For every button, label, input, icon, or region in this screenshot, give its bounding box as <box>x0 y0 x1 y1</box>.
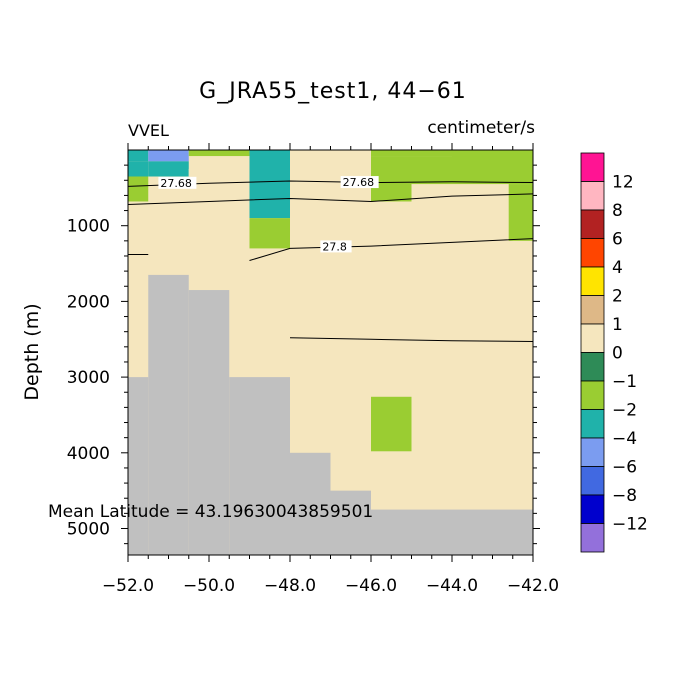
data-cell <box>508 184 533 241</box>
data-cell <box>128 176 149 202</box>
data-cell <box>249 150 290 219</box>
x-tick-label: −42.0 <box>507 576 559 596</box>
data-cell <box>188 150 250 157</box>
land-mask <box>128 377 149 555</box>
colorbar-swatch <box>580 523 605 553</box>
colorbar-label: 4 <box>612 258 623 278</box>
colorbar-label: −8 <box>612 486 637 506</box>
land-mask <box>371 509 533 555</box>
colorbar-label: −4 <box>612 429 637 449</box>
colorbar: 12 8 6 4 2 1 0 −1 −2 −4 −6 −8 −12 <box>580 152 648 553</box>
land-mask <box>330 490 371 555</box>
land-mask <box>148 274 189 555</box>
variable-label: VVEL <box>128 121 169 140</box>
data-cell <box>411 156 452 185</box>
contour-label: 27.8 <box>322 240 347 253</box>
data-cell <box>148 161 189 177</box>
colorbar-label: −1 <box>612 372 637 392</box>
colorbar-swatch <box>580 152 605 182</box>
data-cell <box>128 150 149 162</box>
x-tick-label: −48.0 <box>264 576 316 596</box>
data-cell <box>371 396 412 452</box>
chart-title: G_JRA55_test1, 44−61 <box>199 79 467 104</box>
x-axis: −52.0 −50.0 −48.0 −46.0 −44.0 −42.0 <box>102 143 559 596</box>
colorbar-swatch <box>580 323 605 353</box>
y-tick-label: 4000 <box>67 444 110 464</box>
colorbar-swatch <box>580 181 605 211</box>
y-tick-label: 3000 <box>67 368 110 388</box>
data-cell <box>290 150 331 173</box>
contour-label-bg <box>320 240 352 253</box>
x-tick-label: −44.0 <box>426 576 478 596</box>
colorbar-swatch <box>580 437 605 467</box>
colorbar-label: 0 <box>612 344 623 364</box>
data-cell <box>371 150 452 157</box>
colorbar-label: 1 <box>612 315 623 335</box>
density-contour <box>289 337 534 343</box>
contour-label: 27.68 <box>160 177 192 190</box>
colorbar-swatch <box>580 494 605 524</box>
x-tick-label: −50.0 <box>183 576 235 596</box>
units-label: centimeter/s <box>427 118 535 138</box>
data-cell <box>188 168 230 177</box>
data-cell <box>452 150 533 185</box>
colorbar-swatch <box>580 295 605 325</box>
land-mask <box>188 290 230 555</box>
y-tick-label: 1000 <box>67 217 110 237</box>
colorbar-swatch <box>580 238 605 268</box>
colorbar-label: 8 <box>612 201 623 221</box>
land-mask <box>229 377 290 555</box>
y-axis: 1000 2000 3000 4000 5000 <box>67 164 540 545</box>
colorbar-swatch <box>580 466 605 496</box>
colorbar-label: 6 <box>612 230 623 250</box>
data-cell <box>148 150 189 162</box>
colorbar-label: 2 <box>612 287 623 307</box>
density-contour <box>127 193 534 206</box>
colorbar-swatch <box>580 409 605 439</box>
land-mask <box>290 452 331 555</box>
contour-label: 27.68 <box>343 176 375 189</box>
y-tick-label: 5000 <box>67 520 110 540</box>
x-tick-label: −46.0 <box>345 576 397 596</box>
y-axis-label: Depth (m) <box>21 303 43 400</box>
data-cell <box>249 218 290 249</box>
x-tick-label: −52.0 <box>102 576 154 596</box>
y-tick-label: 2000 <box>67 292 110 312</box>
colorbar-swatch <box>580 380 605 410</box>
mean-latitude-annotation: Mean Latitude = 43.19630043859501 <box>48 502 373 522</box>
contour-label-bg <box>158 176 197 189</box>
colorbar-label: −6 <box>612 458 637 478</box>
contour-label-bg <box>340 176 379 189</box>
colorbar-label: 12 <box>612 173 634 193</box>
colorbar-swatch <box>580 209 605 239</box>
density-contour <box>249 238 534 262</box>
data-cell <box>128 161 149 177</box>
colorbar-label: −2 <box>612 401 637 421</box>
colorbar-swatch <box>580 352 605 382</box>
colorbar-swatch <box>580 266 605 296</box>
colorbar-label: −12 <box>612 515 648 535</box>
plot-area: 27.68 27.68 27.8 <box>127 149 534 556</box>
